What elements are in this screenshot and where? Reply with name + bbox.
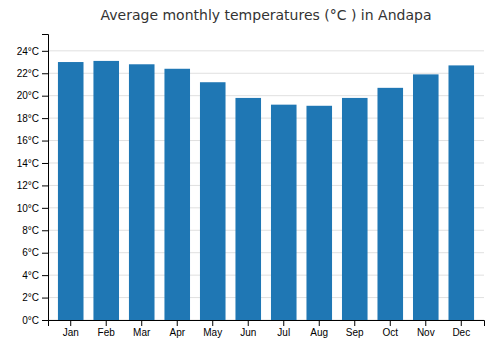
tick-label: 14°C [17,158,39,169]
tick-label: Jul [277,327,290,338]
tick: 12°C [17,180,48,191]
tick-label: 16°C [17,135,39,146]
tick-label: 22°C [17,68,39,79]
tick: 22°C [17,68,48,79]
tick-mark [390,320,391,326]
tick: May [203,320,222,338]
bar [448,65,474,320]
bar [200,82,226,320]
tick: Nov [417,320,435,338]
tick-mark [319,320,320,326]
tick-mark [42,118,48,119]
tick: 20°C [17,90,48,101]
tick: 24°C [17,46,48,57]
bars [58,61,474,320]
x-axis: Jan Feb Mar Apr May Jun Jul Aug Sep Oct Nov Dec [49,320,485,338]
tick-label: 2°C [22,292,39,303]
axis-line [42,35,49,321]
tick: 18°C [17,113,48,124]
tick: 16°C [17,135,48,146]
bar [164,69,190,320]
tick: Sep [346,320,364,338]
tick: Feb [98,320,116,338]
tick-mark [42,253,48,254]
tick: Jan [63,320,79,338]
tick-mark [141,320,142,326]
tick-mark [42,141,48,142]
tick-mark [248,320,249,326]
tick-label: 6°C [22,247,39,258]
tick: Aug [310,320,328,338]
tick-label: 12°C [17,180,39,191]
bar [342,98,368,320]
tick: 0°C [22,315,48,326]
tick: 14°C [17,158,48,169]
bar [93,61,119,320]
tick-mark [354,320,355,326]
tick-label: Dec [452,327,470,338]
tick: 10°C [17,203,48,214]
tick: Dec [452,320,470,338]
tick-label: Aug [310,327,328,338]
bar [306,106,332,320]
tick-label: 4°C [22,270,39,281]
tick-mark [42,275,48,276]
tick-mark [106,320,107,326]
chart: 0°C 2°C 4°C 6°C 8°C 10°C 12°C 14°C 16°C 18°C 20°C 2… [0,0,500,350]
y-axis: 0°C 2°C 4°C 6°C 8°C 10°C 12°C 14°C 16°C 18°C 20°C 2… [17,35,49,326]
plot-area: 0°C 2°C 4°C 6°C 8°C 10°C 12°C 14°C 16°C 18°C 20°C 2… [17,35,485,339]
tick-label: 0°C [22,315,39,326]
tick-label: Jan [63,327,79,338]
tick-mark [461,320,462,326]
tick-label: Nov [417,327,435,338]
tick-label: Feb [98,327,116,338]
tick-mark [42,163,48,164]
title: Average monthly temperatures (°C ) in An… [101,7,432,23]
tick-mark [212,320,213,326]
tick-mark [42,51,48,52]
tick-mark [42,298,48,299]
tick-label: 20°C [17,90,39,101]
bar [235,98,261,320]
tick-label: May [203,327,222,338]
tick-mark [70,320,71,326]
grid [48,51,484,320]
tick-mark [42,96,48,97]
tick-label: 8°C [22,225,39,236]
bar [377,88,403,320]
tick-mark [42,208,48,209]
tick-label: 10°C [17,203,39,214]
tick-mark [42,230,48,231]
tick-label: Mar [133,327,151,338]
bar [413,74,439,320]
tick: Apr [169,320,185,338]
bar [129,64,155,320]
tick: 8°C [22,225,48,236]
tick-label: 18°C [17,113,39,124]
tick-mark [177,320,178,326]
tick-mark [425,320,426,326]
tick-label: Oct [382,327,398,338]
tick-mark [42,73,48,74]
bar [271,105,297,320]
tick-label: Apr [169,327,185,338]
tick: 4°C [22,270,48,281]
bar [58,62,84,320]
tick-label: 24°C [17,46,39,57]
tick: Jun [240,320,256,338]
tick-mark [42,320,48,321]
tick-mark [283,320,284,326]
tick: Oct [382,320,398,338]
tick-label: Jun [240,327,256,338]
grid-line [48,50,484,51]
tick: Jul [277,320,290,338]
tick: Mar [133,320,151,338]
tick-label: Sep [346,327,364,338]
tick: 6°C [22,247,48,258]
tick-mark [42,185,48,186]
tick: 2°C [22,292,48,303]
axis-line [49,321,485,327]
